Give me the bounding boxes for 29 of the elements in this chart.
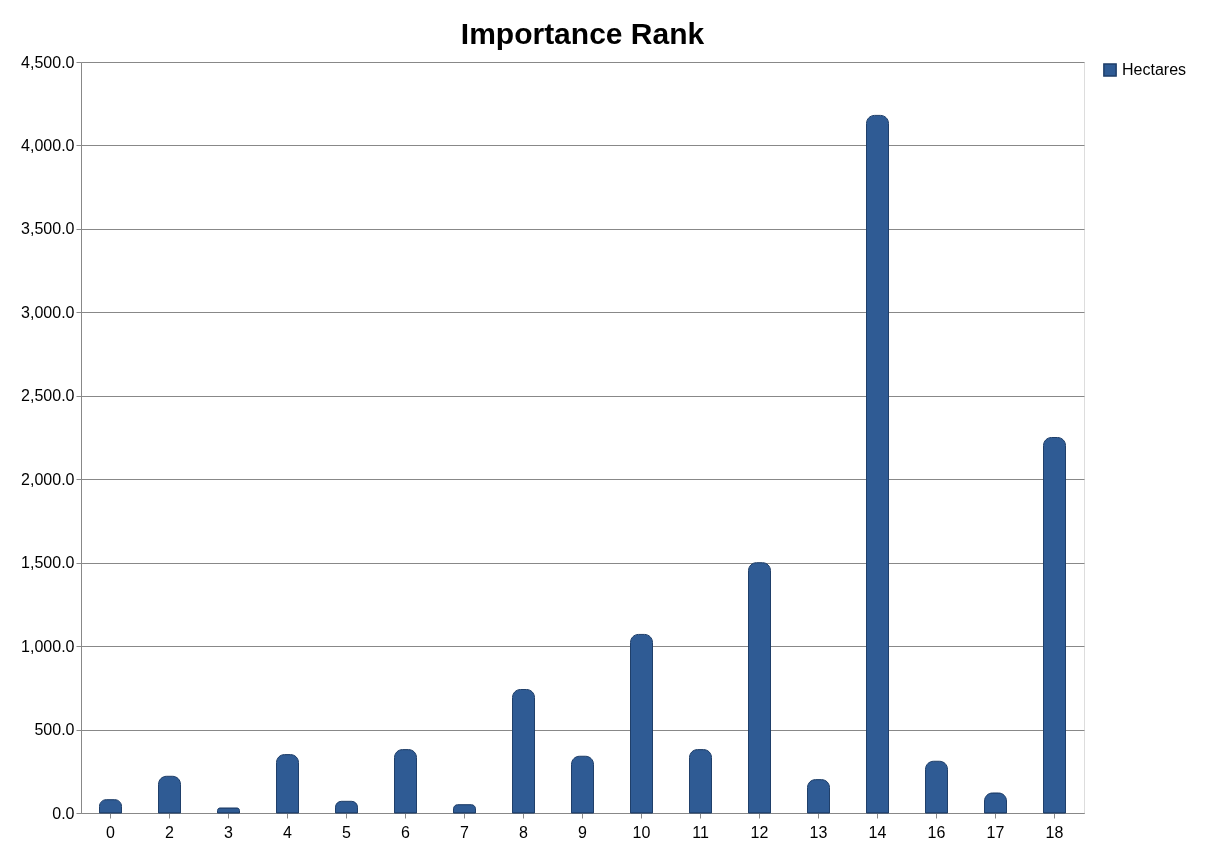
chart-title: Importance Rank: [460, 17, 705, 50]
y-tick-label: 4,000.0: [21, 136, 75, 154]
x-tick-label: 14: [868, 823, 887, 841]
x-tick-label: 3: [224, 823, 234, 841]
x-tick-label: 0: [106, 823, 116, 841]
x-tick-label: 9: [578, 823, 588, 841]
y-tick-label: 3,000.0: [21, 303, 75, 321]
x-tick-label: 18: [1045, 823, 1064, 841]
x-tick-label: 6: [401, 823, 411, 841]
y-tick-label: 1,000.0: [21, 637, 75, 655]
y-tick-label: 500.0: [34, 721, 75, 739]
y-tick-label: 2,500.0: [21, 387, 75, 405]
y-tick-label: 0.0: [52, 804, 75, 822]
x-tick-label: 17: [986, 823, 1005, 841]
y-tick-label: 3,500.0: [21, 220, 75, 238]
x-tick-label: 16: [927, 823, 946, 841]
y-tick-label: 4,500.0: [21, 53, 75, 71]
x-tick-label: 5: [342, 823, 352, 841]
x-tick-label: 12: [750, 823, 769, 841]
x-tick-label: 10: [632, 823, 651, 841]
x-tick-label: 4: [283, 823, 293, 841]
x-tick-label: 7: [460, 823, 470, 841]
y-tick-label: 2,000.0: [21, 470, 75, 488]
legend-label: Hectares: [1122, 61, 1187, 78]
x-tick-label: 2: [165, 823, 175, 841]
x-tick-label: 8: [519, 823, 529, 841]
y-tick-label: 1,500.0: [21, 554, 75, 572]
x-tick-label: 11: [692, 823, 709, 841]
x-tick-label: 13: [809, 823, 828, 841]
